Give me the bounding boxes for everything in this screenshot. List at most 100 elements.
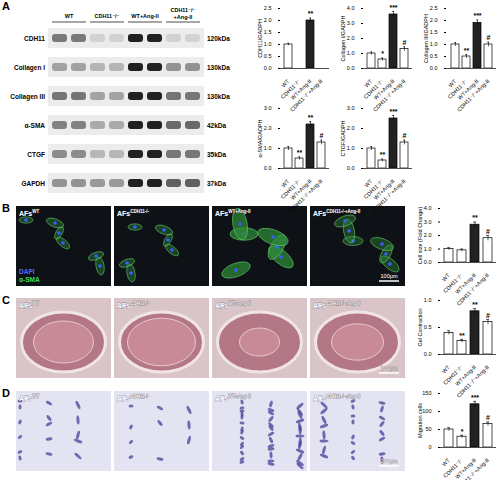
svg-text:35kDa: 35kDa (207, 151, 227, 158)
svg-text:0.0: 0.0 (424, 259, 432, 265)
svg-text:AFsWT+Ang-II: AFsWT+Ang-II (215, 301, 251, 309)
svg-text:50: 50 (425, 426, 431, 432)
svg-text:2.0: 2.0 (430, 17, 438, 23)
svg-text:AFsCDH11-/-+Ang-II: AFsCDH11-/-+Ang-II (313, 394, 360, 402)
svg-text:**: ** (380, 151, 386, 158)
svg-text:AFsWT: AFsWT (19, 209, 39, 217)
svg-text:Collagen I/GADPH: Collagen I/GADPH (340, 16, 346, 62)
svg-text:0.0: 0.0 (264, 165, 272, 171)
svg-text:AFsCDH11-/-: AFsCDH11-/- (117, 301, 149, 309)
svg-text:***: *** (389, 108, 397, 115)
svg-text:130kDa: 130kDa (207, 64, 230, 71)
svg-text:0.0: 0.0 (424, 351, 432, 357)
svg-text:Gel Contraction: Gel Contraction (417, 308, 423, 346)
svg-text:#: # (486, 312, 490, 319)
svg-text:100μm: 100μm (381, 458, 398, 464)
svg-text:Collagen III: Collagen III (10, 93, 45, 101)
svg-text:α-SMA: α-SMA (19, 276, 40, 283)
svg-text:AFsCDH11-/-+Ang-II: AFsCDH11-/-+Ang-II (313, 301, 360, 309)
svg-text:0.0: 0.0 (347, 65, 355, 71)
svg-text:**: ** (308, 10, 314, 17)
svg-text:0.0: 0.0 (264, 65, 272, 71)
svg-text:#: # (403, 132, 407, 139)
svg-text:1.0: 1.0 (430, 41, 438, 47)
svg-text:3.0: 3.0 (347, 20, 355, 26)
svg-text:3.0: 3.0 (424, 219, 432, 225)
svg-text:AFsCDH11-/-+Ang-II: AFsCDH11-/-+Ang-II (313, 209, 360, 217)
svg-text:3.0: 3.0 (347, 105, 355, 111)
svg-text:4.0: 4.0 (424, 205, 432, 211)
svg-text:0.0: 0.0 (347, 165, 355, 171)
svg-text:CDH11⁻/⁻+Ang-II: CDH11⁻/⁻+Ang-II (372, 178, 407, 213)
svg-text:#: # (403, 39, 407, 46)
svg-text:*: * (461, 428, 464, 435)
svg-text:37kDa: 37kDa (207, 180, 227, 187)
svg-text:100μm: 100μm (381, 365, 398, 371)
svg-text:1.0: 1.0 (424, 246, 432, 252)
svg-text:0.5: 0.5 (430, 53, 438, 59)
svg-text:2.0: 2.0 (347, 35, 355, 41)
svg-text:**: ** (297, 149, 303, 156)
svg-text:WT+Ang-II: WT+Ang-II (131, 13, 159, 19)
svg-text:CDH11⁻/⁻+Ang-II: CDH11⁻/⁻+Ang-II (456, 78, 491, 113)
svg-text:α-SMA: α-SMA (24, 122, 45, 129)
svg-text:CDH11⁻/⁻+Ang-II: CDH11⁻/⁻+Ang-II (289, 178, 324, 213)
svg-text:1.0: 1.0 (347, 145, 355, 151)
svg-text:AFsWT: AFsWT (19, 394, 39, 402)
svg-text:0: 0 (428, 444, 431, 450)
svg-text:Cell size (Fold Change): Cell size (Fold Change) (417, 207, 423, 265)
svg-text:CDH11⁻/⁻+Ang-II: CDH11⁻/⁻+Ang-II (455, 457, 490, 480)
svg-text:A: A (2, 0, 10, 12)
svg-text:100: 100 (422, 408, 431, 414)
svg-text:0.0: 0.0 (430, 65, 438, 71)
svg-text:4.0: 4.0 (347, 5, 355, 11)
svg-text:1.0: 1.0 (264, 145, 272, 151)
svg-text:42kDa: 42kDa (207, 122, 227, 129)
svg-text:CDH11⁻/⁻: CDH11⁻/⁻ (94, 13, 119, 19)
svg-text:150: 150 (422, 390, 431, 396)
svg-text:**: ** (308, 114, 314, 121)
svg-text:1.5: 1.5 (430, 29, 438, 35)
svg-text:AFsCDH11-/-: AFsCDH11-/- (117, 394, 149, 402)
svg-text:1.5: 1.5 (264, 29, 272, 35)
svg-text:3.0: 3.0 (264, 105, 272, 111)
svg-text:Collagen III/GADPH: Collagen III/GADPH (423, 14, 429, 63)
svg-text:*: * (381, 50, 384, 57)
svg-text:130kDa: 130kDa (207, 93, 230, 100)
svg-text:C: C (2, 294, 10, 306)
svg-text:CDH11⁻/⁻+Ang-II: CDH11⁻/⁻+Ang-II (289, 78, 324, 113)
svg-text:2.0: 2.0 (347, 125, 355, 131)
svg-text:WT: WT (65, 13, 74, 19)
svg-text:**: ** (464, 47, 470, 54)
svg-text:2.0: 2.0 (264, 17, 272, 23)
svg-text:***: *** (389, 4, 397, 11)
svg-text:CTGF: CTGF (27, 151, 45, 158)
svg-text:AFsCDH11-/-: AFsCDH11-/- (117, 209, 149, 217)
svg-text:***: *** (473, 12, 481, 19)
svg-text:**: ** (459, 332, 465, 339)
svg-text:Collagen I: Collagen I (14, 64, 45, 72)
svg-text:0.5: 0.5 (264, 53, 272, 59)
svg-text:DAPI: DAPI (19, 268, 35, 275)
svg-text:**: ** (472, 214, 478, 221)
svg-text:AFsWT+Ang-II: AFsWT+Ang-II (215, 209, 251, 217)
svg-text:2.5: 2.5 (264, 5, 272, 11)
svg-text:2.0: 2.0 (264, 125, 272, 131)
svg-text:CDH11⁻/⁻+Ang-II: CDH11⁻/⁻+Ang-II (170, 7, 195, 20)
svg-text:AFsWT: AFsWT (19, 301, 39, 309)
svg-text:α-SMA/GADPH: α-SMA/GADPH (257, 119, 263, 157)
svg-text:**: ** (472, 301, 478, 308)
svg-text:#: # (486, 228, 490, 235)
svg-text:B: B (2, 202, 10, 214)
svg-text:D: D (2, 387, 10, 399)
svg-text:***: *** (471, 394, 479, 401)
svg-text:CDH11/GADPH: CDH11/GADPH (257, 19, 263, 58)
svg-text:#: # (487, 34, 491, 41)
svg-text:#: # (320, 132, 324, 139)
svg-text:120kDa: 120kDa (207, 35, 230, 42)
svg-text:2.0: 2.0 (424, 232, 432, 238)
svg-text:1.0: 1.0 (347, 50, 355, 56)
svg-text:1.0: 1.0 (424, 297, 432, 303)
svg-text:0.5: 0.5 (424, 324, 432, 330)
svg-text:Migration cells: Migration cells (417, 403, 423, 438)
